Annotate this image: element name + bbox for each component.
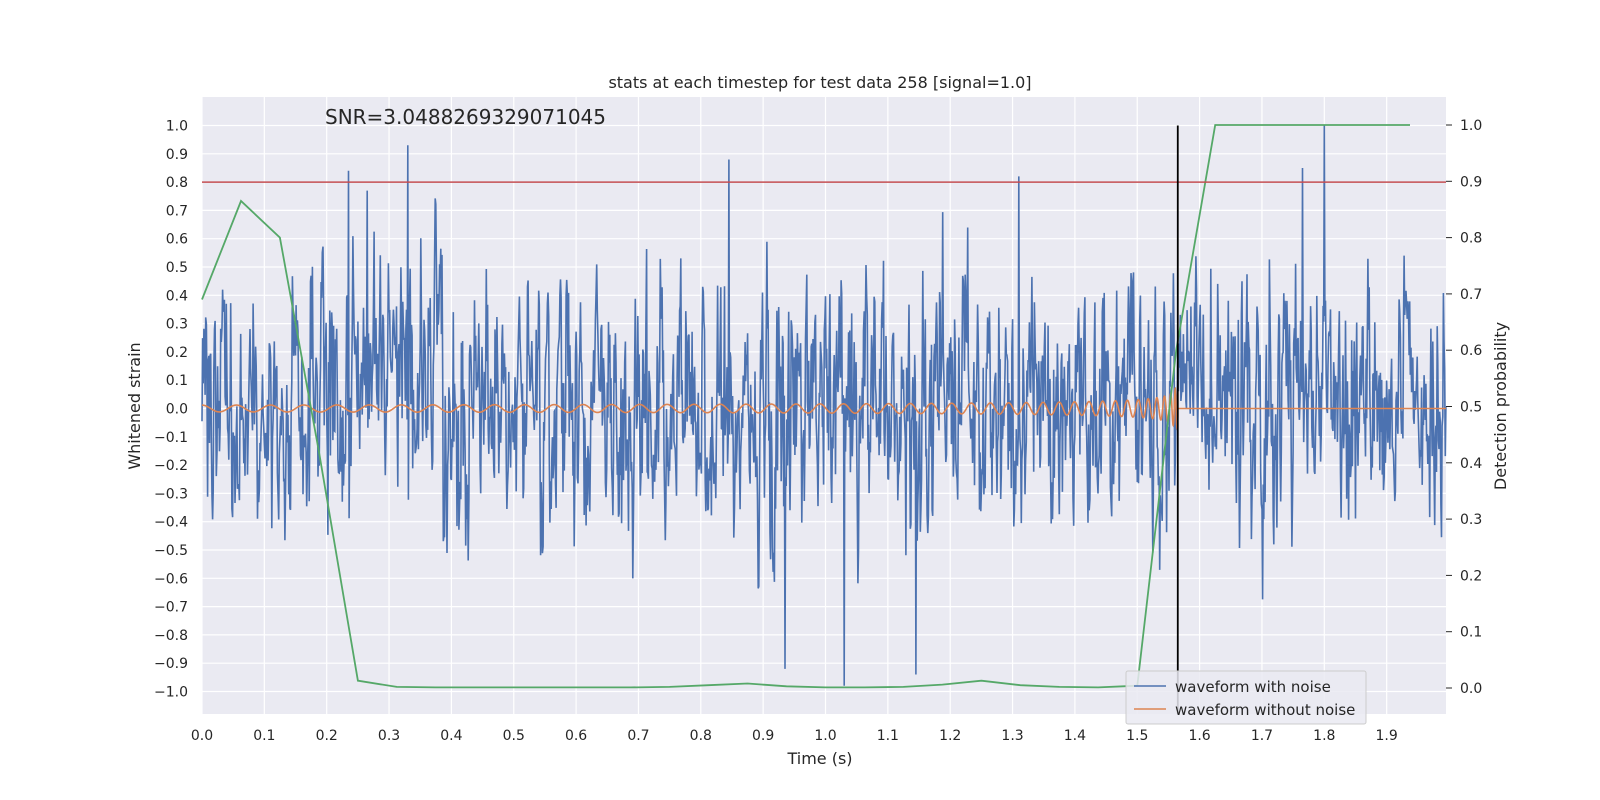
x-tick-label: 1.4 xyxy=(1064,728,1086,744)
y-tick-label: −0.9 xyxy=(154,656,188,672)
y2-axis-ticks: 0.0 0.1 0.2 0.3 0.4 0.5 0.6 0.7 0.8 0.9 1.0 xyxy=(1446,118,1482,697)
y2-tick-label: 0.0 xyxy=(1460,681,1482,697)
x-tick-label: 1.5 xyxy=(1126,728,1148,744)
x-axis-label: Time (s) xyxy=(786,749,852,768)
y-tick-label: −0.6 xyxy=(154,571,188,587)
x-tick-label: 0.7 xyxy=(627,728,649,744)
x-tick-label: 0.9 xyxy=(752,728,774,744)
snr-annotation: SNR=3.0488269329071045 xyxy=(325,105,606,129)
y-tick-label: −0.8 xyxy=(154,628,188,644)
legend: waveform with noise waveform without noi… xyxy=(1125,670,1367,725)
y2-tick-label: 0.3 xyxy=(1460,512,1482,528)
series-waveform-without-noise xyxy=(201,386,1446,432)
y-axis-ticks: −1.0 −0.9 −0.8 −0.7 −0.6 −0.5 −0.4 −0.3 −0.2 −0.1… xyxy=(154,119,188,701)
x-tick-label: 0.0 xyxy=(191,728,213,744)
x-tick-label: 0.6 xyxy=(565,728,587,744)
y-tick-label: 0.7 xyxy=(166,203,188,219)
y2-tick-label: 0.7 xyxy=(1460,287,1482,303)
reference-lines xyxy=(202,125,1446,714)
y-tick-label: 0.5 xyxy=(166,260,188,276)
y-tick-label: 0.1 xyxy=(166,373,188,389)
series-detection-probability-group xyxy=(201,124,1410,689)
y-axis-label: Whitened strain xyxy=(125,342,144,469)
y-tick-label: −0.3 xyxy=(154,486,188,502)
y-tick-label: −0.2 xyxy=(154,458,188,474)
y2-tick-label: 0.4 xyxy=(1460,456,1482,472)
y-tick-label: 1.0 xyxy=(166,119,188,135)
x-tick-label: 0.2 xyxy=(316,728,338,744)
x-tick-label: 1.3 xyxy=(1001,728,1023,744)
y2-axis-label: Detection probability xyxy=(1491,322,1510,490)
x-tick-label: 0.3 xyxy=(378,728,400,744)
x-tick-label: 1.8 xyxy=(1313,728,1335,744)
y-tick-label: 0.6 xyxy=(166,232,188,248)
x-tick-label: 1.6 xyxy=(1188,728,1210,744)
x-tick-label: 0.8 xyxy=(690,728,712,744)
y2-tick-label: 1.0 xyxy=(1460,118,1482,134)
y-tick-label: 0.9 xyxy=(166,147,188,163)
y-tick-label: 0.3 xyxy=(166,317,188,333)
x-tick-label: 1.1 xyxy=(877,728,899,744)
y-tick-label: 0.4 xyxy=(166,288,188,304)
legend-label-clean: waveform without noise xyxy=(1175,701,1355,719)
y2-tick-label: 0.8 xyxy=(1460,231,1482,247)
y2-tick-label: 0.5 xyxy=(1460,400,1482,416)
x-axis-ticks: 0.0 0.1 0.2 0.3 0.4 0.5 0.6 0.7 0.8 0.9 1.0 1.1 1.2 1… xyxy=(191,728,1398,744)
y2-tick-label: 0.6 xyxy=(1460,343,1482,359)
y-tick-label: 0.8 xyxy=(166,175,188,191)
y-tick-label: −0.1 xyxy=(154,430,188,446)
x-tick-label: 1.9 xyxy=(1376,728,1398,744)
legend-box xyxy=(1125,670,1367,725)
y-tick-label: −0.7 xyxy=(154,600,188,616)
series-waveform-without-noise-group xyxy=(201,386,1446,432)
y-tick-label: −0.5 xyxy=(154,543,188,559)
y-tick-label: −0.4 xyxy=(154,515,188,531)
y2-tick-label: 0.9 xyxy=(1460,174,1482,190)
series-detection-probability xyxy=(201,124,1410,689)
x-tick-label: 1.2 xyxy=(939,728,961,744)
legend-label-noisy: waveform with noise xyxy=(1175,678,1331,696)
y2-tick-label: 0.1 xyxy=(1460,625,1482,641)
chart-title: stats at each timestep for test data 258… xyxy=(608,73,1031,92)
x-tick-label: 1.0 xyxy=(814,728,836,744)
x-tick-label: 0.1 xyxy=(253,728,275,744)
y2-tick-label: 0.2 xyxy=(1460,568,1482,584)
x-tick-label: 1.7 xyxy=(1251,728,1273,744)
y-tick-label: 0.2 xyxy=(166,345,188,361)
y-tick-label: 0.0 xyxy=(166,402,188,418)
x-tick-label: 0.5 xyxy=(503,728,525,744)
y-tick-label: −1.0 xyxy=(154,685,188,701)
x-tick-label: 0.4 xyxy=(440,728,462,744)
